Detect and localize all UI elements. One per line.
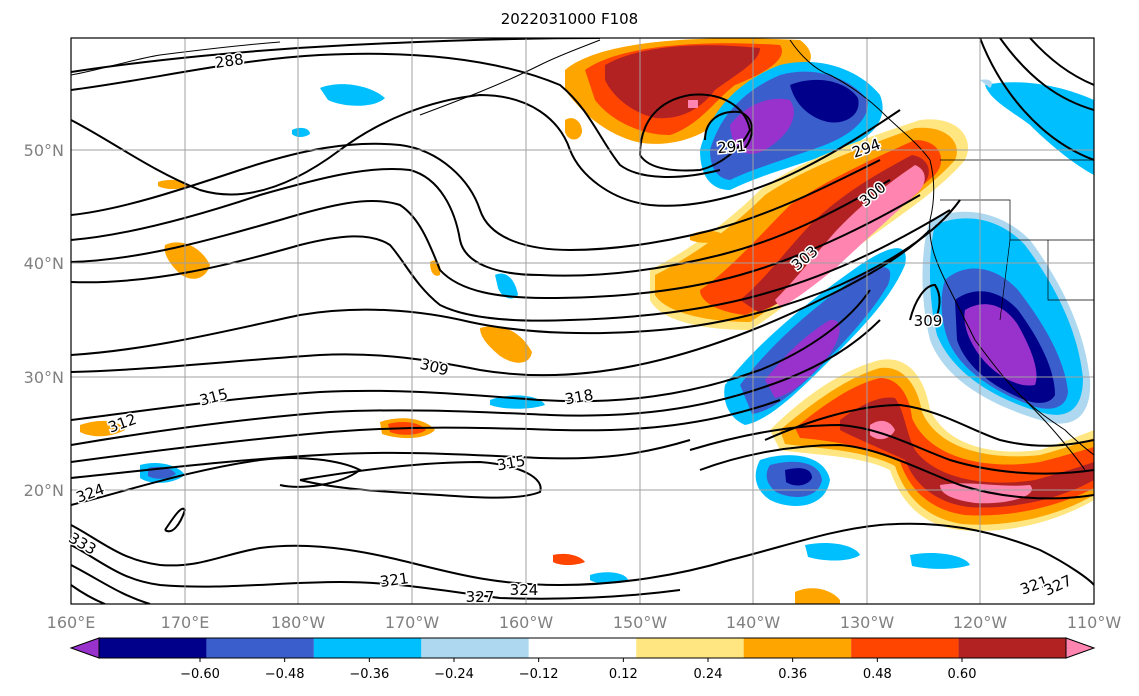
longitude-label: 170°E (161, 613, 210, 632)
contour-label: 288 (214, 50, 245, 72)
longitude-label: 120°W (953, 613, 1008, 632)
colorbar-tick-label: 0.36 (778, 667, 807, 682)
negative-anomaly-region (292, 127, 310, 137)
colorbar-segment (851, 638, 959, 658)
longitude-label: 110°W (1067, 613, 1122, 632)
positive-anomaly-region (605, 45, 760, 119)
negative-anomaly-region (980, 79, 992, 88)
alaska-coastline (71, 39, 931, 161)
colorbar-segment (958, 638, 1066, 658)
colorbar-tick-label: −0.36 (349, 667, 389, 682)
negative-anomaly-region (805, 543, 860, 561)
longitude-label: 170°W (385, 613, 440, 632)
negative-anomaly-region (964, 304, 1037, 386)
longitude-labels: 160°E 170°E 180°W 170°W 160°W 150°W 140°W 130°W… (47, 613, 1122, 632)
negative-anomaly-region (765, 319, 840, 398)
positive-anomaly-region (840, 397, 1094, 508)
latitude-label: 40°N (24, 254, 64, 273)
contour-label: 321 (379, 569, 410, 591)
map-title: 2022031000 F108 (500, 10, 639, 28)
state-borders (940, 159, 1094, 321)
contour-label: 324 (74, 480, 107, 507)
colorbar-tick-label: 0.12 (609, 667, 638, 682)
positive-anomaly-region (480, 326, 532, 363)
latitude-label: 30°N (24, 368, 64, 387)
colorbar-tick-label: −0.48 (265, 667, 305, 682)
grid-layer (71, 38, 1094, 604)
contour-label: 309 (914, 312, 943, 330)
contour-label: 309 (418, 355, 450, 380)
negative-anomaly-region (985, 82, 1094, 175)
west-coast-coastline (929, 159, 1094, 456)
colorbar-tick-label: −0.12 (519, 667, 559, 682)
negative-anomaly-region (785, 468, 812, 486)
colorbar-tick-label: −0.24 (434, 667, 474, 682)
contour-label: 327 (1041, 571, 1075, 599)
positive-anomaly-region (80, 420, 125, 437)
colorbar: −0.60 −0.48 −0.36 −0.24 −0.12 0.12 0.24 0.36 0.4… (69, 637, 1096, 682)
longitude-label: 160°E (47, 613, 96, 632)
colorbar-frame (98, 637, 1067, 659)
colorbar-extension-high (1065, 637, 1096, 659)
positive-anomaly-region (795, 588, 840, 604)
negative-anomaly-region (730, 98, 794, 154)
contour-label: 327 (466, 588, 495, 606)
colorbar-segment (743, 638, 852, 658)
colorbar-tick-label: 0.24 (694, 667, 723, 682)
longitude-label: 150°W (613, 613, 668, 632)
positive-anomaly-region (553, 553, 585, 565)
colorbar-segment (313, 638, 422, 658)
latitude-labels: 50°N 40°N 30°N 20°N (24, 141, 64, 500)
positive-anomaly-region (565, 118, 582, 140)
colorbar-tick-label: 0.60 (948, 667, 977, 682)
positive-anomaly-region (688, 100, 698, 108)
negative-anomaly-region (320, 84, 385, 106)
positive-anomaly-region (870, 420, 1032, 504)
negative-anomaly-region (590, 572, 628, 584)
longitude-label: 130°W (840, 613, 895, 632)
coastline-layer (71, 38, 1094, 471)
colorbar-segment (421, 638, 529, 658)
colorbar-segment (99, 638, 207, 658)
longitude-label: 180°W (271, 613, 326, 632)
map-frame (70, 37, 1095, 605)
latitude-label: 50°N (24, 141, 64, 160)
longitude-label: 140°W (726, 613, 781, 632)
negative-anomaly-region (790, 79, 859, 123)
contour-label: 324 (510, 581, 539, 599)
colorbar-tick-label: −0.60 (180, 667, 220, 682)
negative-anomaly-region (495, 273, 518, 299)
contour-layer (71, 38, 1094, 604)
positive-anomaly-region (775, 165, 925, 308)
colorbar-segment (528, 638, 637, 658)
colorbar-segment (206, 638, 314, 658)
colorbar-extension-low (69, 637, 100, 659)
contour-label: 291 (717, 137, 747, 157)
colorbar-segment (636, 638, 744, 658)
latitude-label: 20°N (24, 481, 64, 500)
contour-label: 315 (198, 385, 230, 410)
negative-anomaly-region (910, 553, 970, 569)
contour-label: 318 (563, 386, 594, 409)
baja-coastline (1019, 394, 1086, 471)
colorbar-tick-label: 0.48 (863, 667, 892, 682)
longitude-label: 160°W (499, 613, 554, 632)
